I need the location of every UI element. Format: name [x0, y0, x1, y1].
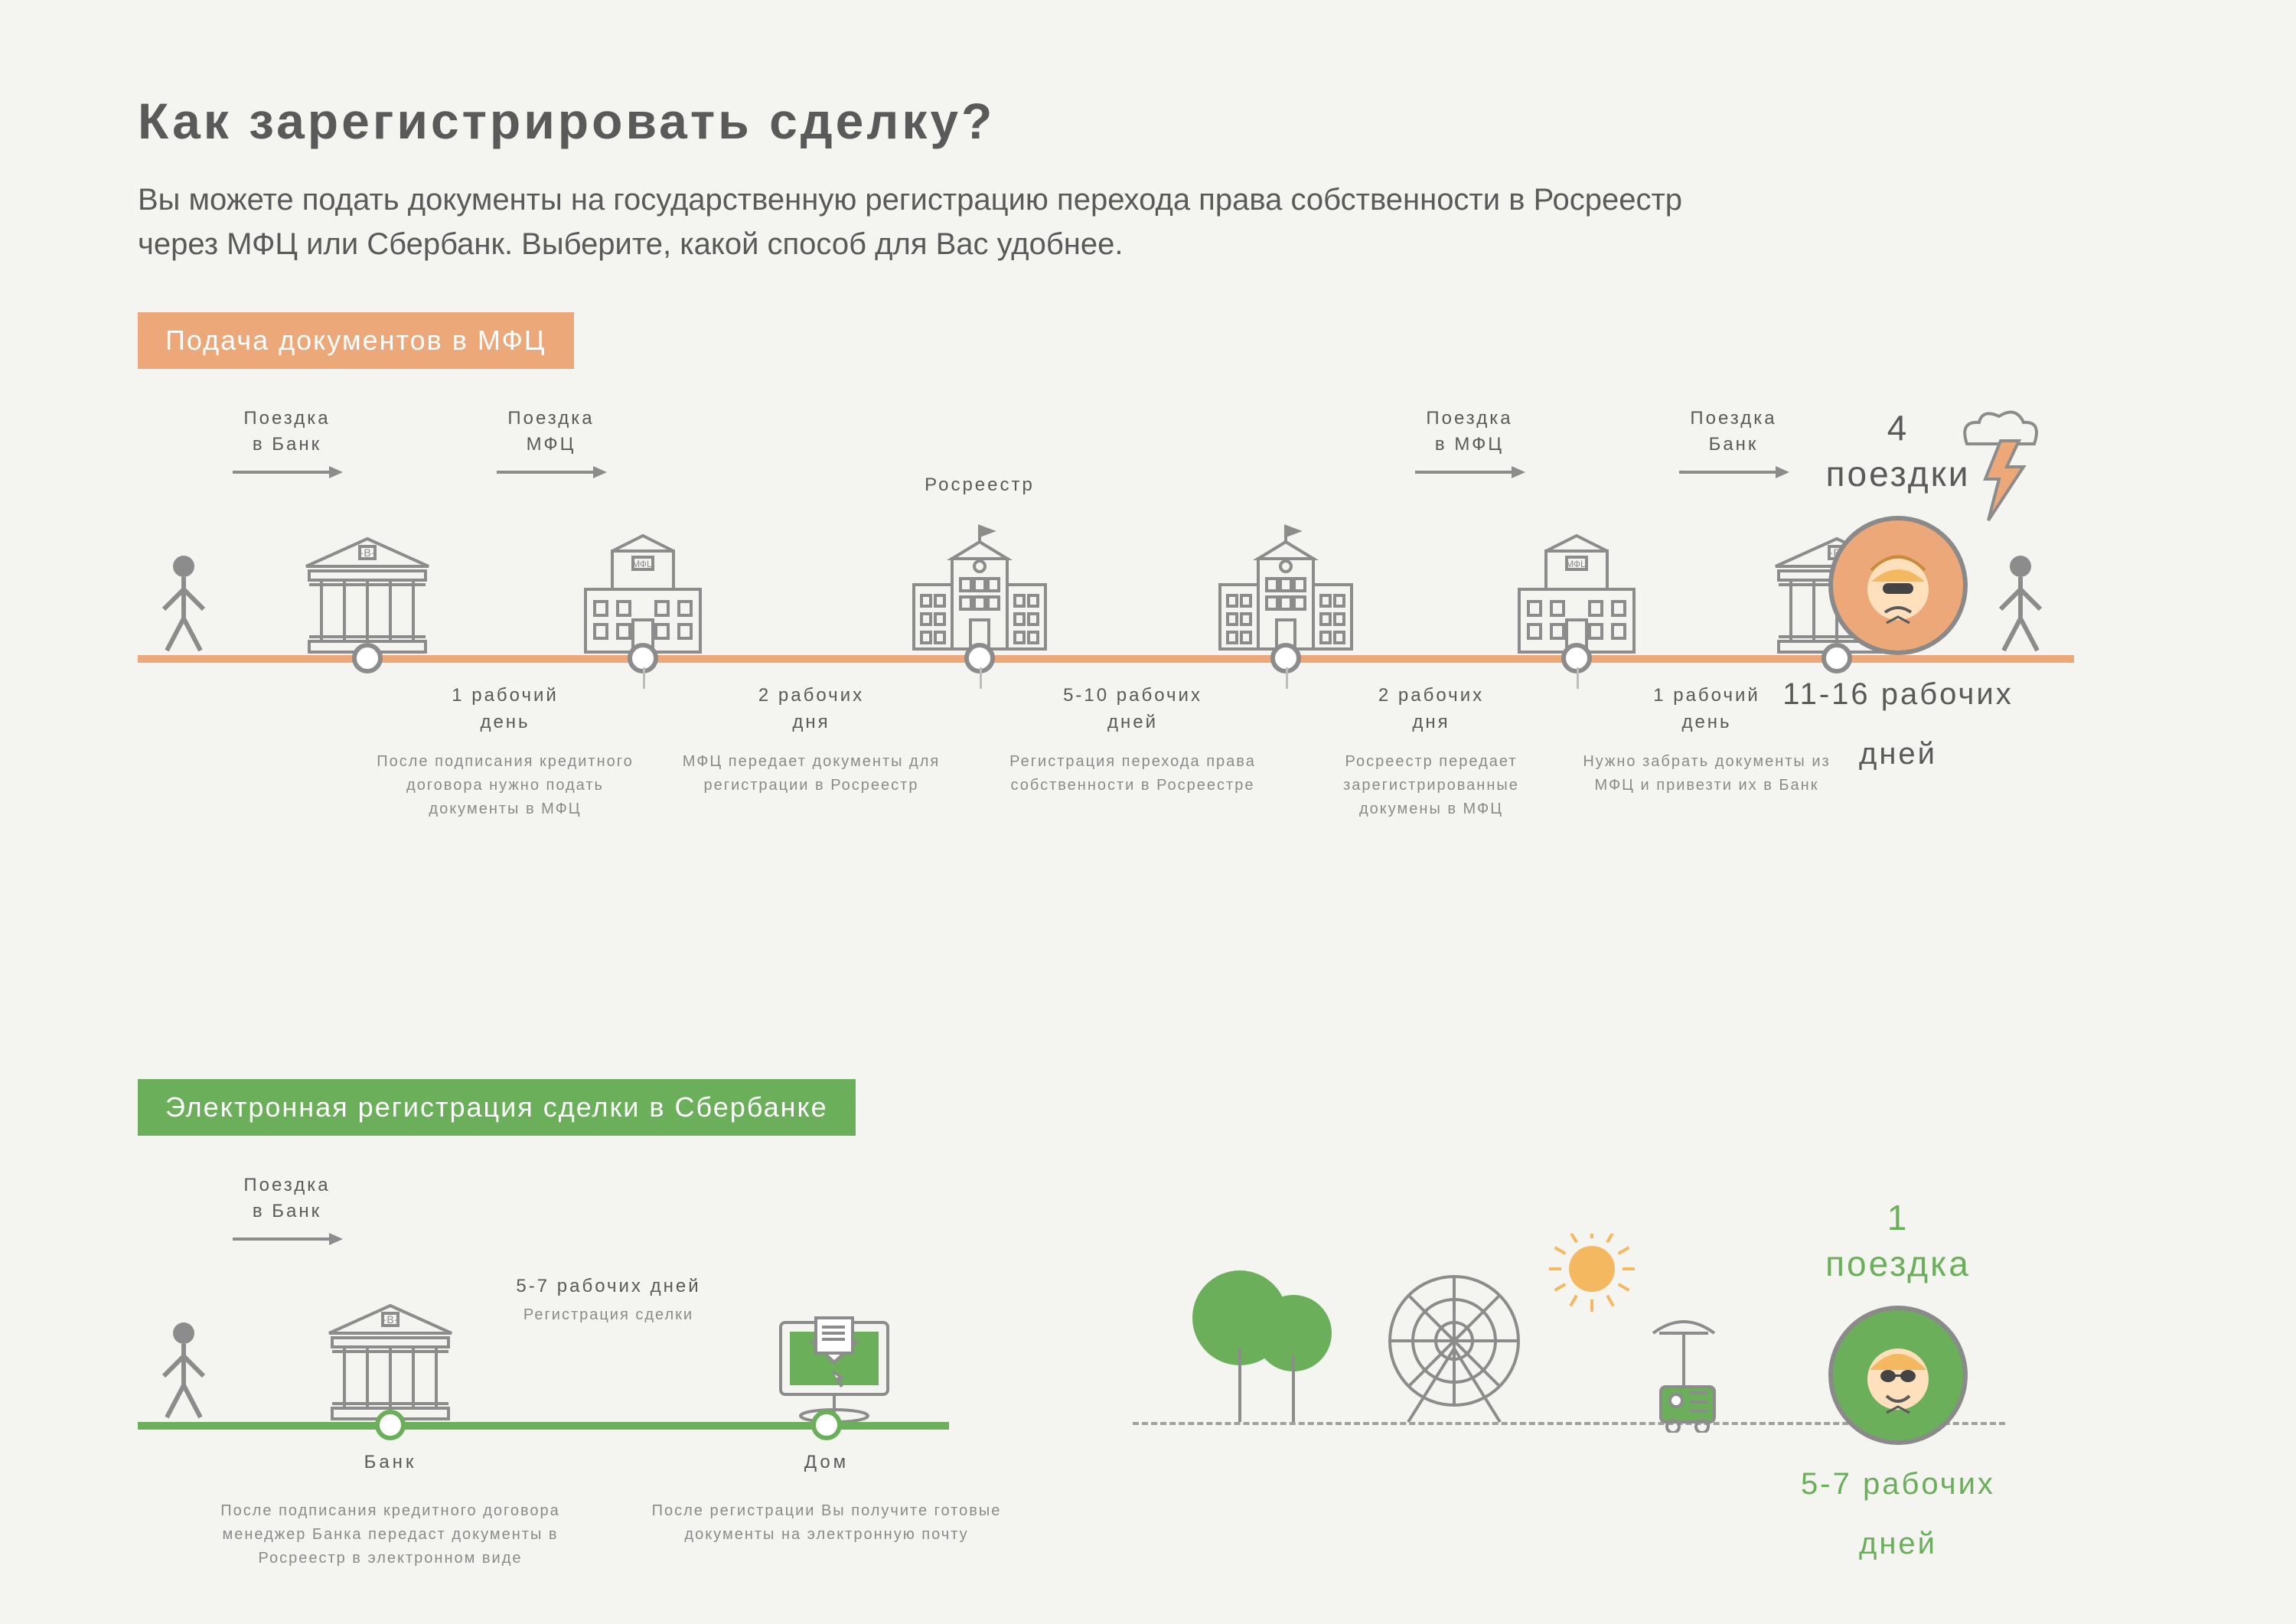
tick: [980, 667, 982, 689]
s2-trips-word: поездка: [1776, 1241, 2020, 1287]
section1-summary: 4 поездки 11-16 рабочих дней: [1776, 406, 2020, 774]
svg-text:МФЦ: МФЦ: [632, 559, 654, 569]
s1-days-2: дней: [1776, 733, 2020, 774]
trip-label: Поездкав Банк: [218, 406, 356, 481]
avatar-happy-icon: [1828, 1306, 1968, 1445]
bank-icon: ·B·: [291, 528, 444, 658]
trip-label: Поездкав МФЦ: [1401, 406, 1538, 481]
person-icon: [107, 1318, 260, 1425]
rosreestr-label: Росреестр: [903, 474, 1056, 496]
step-block: ДомПосле регистрации Вы получите готовые…: [628, 1450, 1026, 1547]
section2-summary: 1 поездка 5-7 рабочих дней: [1776, 1195, 2020, 1564]
step-block: 1 рабочийденьПосле подписания кредитного…: [375, 683, 635, 821]
section1-badge: Подача документов в МФЦ: [138, 312, 574, 369]
s1-days-1: 11-16 рабочих: [1782, 677, 2013, 711]
tick: [1286, 667, 1288, 689]
tick: [643, 667, 645, 689]
page-title: Как зарегистрировать сделку?: [138, 92, 2158, 150]
rosreestr-icon: [1209, 520, 1362, 658]
s1-trips-num: 4: [1887, 408, 1910, 448]
svg-text:МФЦ: МФЦ: [1566, 559, 1587, 569]
trip-label: Поездкав Банк: [218, 1172, 356, 1248]
tick: [1577, 667, 1579, 689]
section2-badge: Электронная регистрация сделки в Сбербан…: [138, 1079, 856, 1136]
section2-row: Поездкав Банк5-7 рабочих днейРегистрация…: [138, 1172, 2158, 1601]
s2-trips-num: 1: [1887, 1198, 1910, 1238]
bank-icon: ·B·: [314, 1295, 467, 1425]
step-block: БанкПосле подписания кредитного договора…: [176, 1450, 605, 1570]
s2-days-2: дней: [1776, 1523, 2020, 1564]
svg-text:·B·: ·B·: [383, 1313, 398, 1326]
person-icon: [107, 551, 260, 658]
section1-row: Поездкав БанкПоездкаМФЦПоездкав МФЦПоезд…: [138, 406, 2158, 880]
page-subtitle: Вы можете подать документы на государств…: [138, 178, 1745, 266]
laptop-mail-icon: [750, 1287, 903, 1425]
step-block: 2 рабочихдняМФЦ передает документы для р…: [681, 683, 941, 797]
s1-trips-word: поездки: [1776, 452, 2020, 497]
svg-text:·B·: ·B·: [360, 546, 375, 559]
trip-label: ПоездкаМФЦ: [482, 406, 620, 481]
step-block: 2 рабочихдняРосреестр передает зарегистр…: [1301, 683, 1561, 821]
rosreestr-icon: [903, 520, 1056, 658]
step-block: 5-10 рабочихднейРегистрация перехода пра…: [1003, 683, 1263, 797]
mfc-icon: МФЦ: [566, 528, 719, 658]
mfc-icon: МФЦ: [1500, 528, 1653, 658]
s2-days-1: 5-7 рабочих: [1801, 1467, 1995, 1501]
avatar-sad-icon: [1828, 516, 1968, 655]
